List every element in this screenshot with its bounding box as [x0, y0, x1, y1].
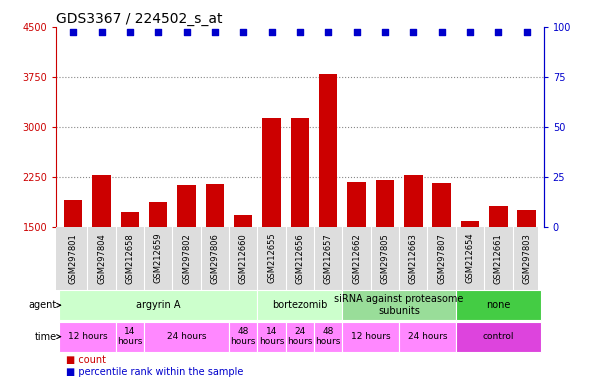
Text: GSM297805: GSM297805 — [381, 233, 389, 283]
Text: bortezomib: bortezomib — [272, 300, 327, 310]
Text: ■ percentile rank within the sample: ■ percentile rank within the sample — [66, 366, 243, 377]
Text: time: time — [35, 332, 57, 342]
Point — [182, 28, 191, 35]
Bar — [461, 221, 479, 327]
Bar — [404, 175, 423, 327]
Text: ■ count: ■ count — [66, 354, 106, 364]
Text: 48
hours: 48 hours — [230, 327, 256, 346]
Point — [210, 28, 220, 35]
Text: GDS3367 / 224502_s_at: GDS3367 / 224502_s_at — [56, 12, 223, 26]
Point — [522, 28, 531, 35]
Text: GSM297801: GSM297801 — [69, 233, 77, 283]
FancyBboxPatch shape — [59, 290, 258, 320]
Text: GSM212660: GSM212660 — [239, 233, 248, 283]
Point — [323, 28, 333, 35]
Point — [352, 28, 361, 35]
FancyBboxPatch shape — [258, 321, 286, 352]
Point — [465, 28, 475, 35]
Bar — [64, 200, 82, 327]
FancyBboxPatch shape — [314, 321, 342, 352]
Bar — [149, 202, 167, 327]
Text: GSM212662: GSM212662 — [352, 233, 361, 283]
Text: GSM212659: GSM212659 — [154, 233, 163, 283]
Point — [295, 28, 305, 35]
FancyBboxPatch shape — [342, 290, 456, 320]
Text: GSM212661: GSM212661 — [494, 233, 503, 283]
FancyBboxPatch shape — [258, 290, 342, 320]
Bar — [291, 118, 309, 327]
Point — [97, 28, 106, 35]
FancyBboxPatch shape — [399, 321, 456, 352]
FancyBboxPatch shape — [59, 321, 116, 352]
Bar — [433, 184, 451, 327]
Point — [69, 28, 78, 35]
FancyBboxPatch shape — [229, 321, 258, 352]
Bar — [518, 210, 536, 327]
FancyBboxPatch shape — [342, 321, 399, 352]
Bar — [319, 73, 337, 327]
Bar — [92, 175, 111, 327]
Text: agent: agent — [28, 300, 57, 310]
FancyBboxPatch shape — [456, 321, 541, 352]
Text: 24
hours: 24 hours — [287, 327, 313, 346]
Bar — [262, 118, 281, 327]
Text: GSM297804: GSM297804 — [97, 233, 106, 283]
Text: argyrin A: argyrin A — [136, 300, 180, 310]
Text: GSM297802: GSM297802 — [182, 233, 191, 283]
FancyBboxPatch shape — [56, 227, 538, 290]
Text: 12 hours: 12 hours — [67, 332, 107, 341]
Text: GSM212657: GSM212657 — [324, 233, 333, 283]
Text: GSM212658: GSM212658 — [125, 233, 134, 283]
Text: GSM212655: GSM212655 — [267, 233, 276, 283]
Point — [408, 28, 418, 35]
Text: GSM212663: GSM212663 — [409, 233, 418, 283]
Text: none: none — [486, 300, 511, 310]
Text: 14
hours: 14 hours — [117, 327, 142, 346]
Text: GSM212656: GSM212656 — [296, 233, 304, 283]
Text: siRNA against proteasome
subunits: siRNA against proteasome subunits — [335, 295, 464, 316]
Point — [154, 28, 163, 35]
Bar — [348, 182, 366, 327]
Text: 12 hours: 12 hours — [351, 332, 391, 341]
Text: GSM297803: GSM297803 — [522, 233, 531, 283]
Point — [493, 28, 503, 35]
Point — [125, 28, 135, 35]
Point — [267, 28, 277, 35]
Point — [380, 28, 389, 35]
Text: control: control — [483, 332, 514, 341]
Text: 24 hours: 24 hours — [167, 332, 206, 341]
Bar — [206, 184, 224, 327]
Point — [239, 28, 248, 35]
FancyBboxPatch shape — [286, 321, 314, 352]
Bar — [376, 180, 394, 327]
Bar — [489, 206, 508, 327]
Bar — [121, 212, 139, 327]
Text: 24 hours: 24 hours — [408, 332, 447, 341]
Text: 14
hours: 14 hours — [259, 327, 284, 346]
Text: GSM212654: GSM212654 — [466, 233, 475, 283]
Text: GSM297806: GSM297806 — [210, 233, 219, 283]
FancyBboxPatch shape — [144, 321, 229, 352]
Point — [437, 28, 446, 35]
FancyBboxPatch shape — [456, 290, 541, 320]
Bar — [177, 185, 196, 327]
Bar — [234, 215, 252, 327]
FancyBboxPatch shape — [116, 321, 144, 352]
Text: GSM297807: GSM297807 — [437, 233, 446, 283]
Text: 48
hours: 48 hours — [316, 327, 341, 346]
